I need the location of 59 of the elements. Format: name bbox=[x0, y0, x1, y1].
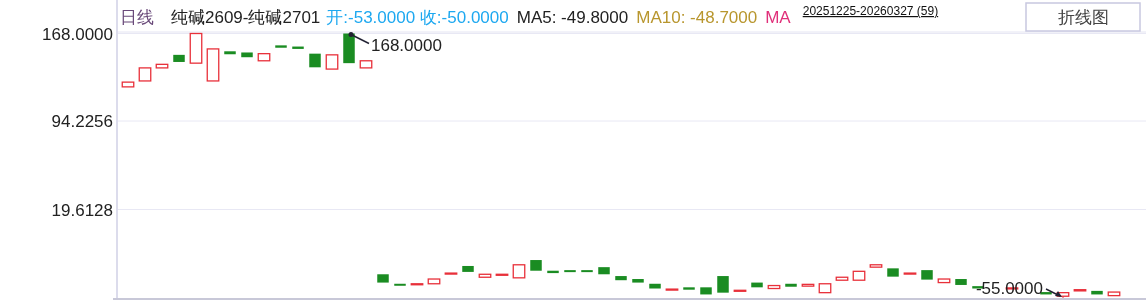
candlestick bbox=[869, 264, 883, 268]
text: 20251225-20260327 (59) bbox=[802, 4, 939, 18]
candlestick bbox=[581, 270, 593, 273]
y-tick-label: 168.0000 bbox=[42, 24, 113, 44]
candlestick bbox=[921, 270, 933, 280]
candlestick bbox=[683, 287, 695, 290]
text: MA10: -48.7000 bbox=[636, 8, 758, 27]
candlestick bbox=[530, 260, 542, 271]
chart-title: 日线 bbox=[120, 8, 154, 27]
candlestick bbox=[359, 60, 373, 69]
y-tick-label: 94.2256 bbox=[51, 112, 113, 131]
candlestick bbox=[241, 52, 253, 58]
candlestick bbox=[257, 53, 271, 62]
candlestick bbox=[512, 264, 526, 279]
candlestick bbox=[785, 283, 797, 287]
candlestick bbox=[427, 278, 441, 285]
candlestick bbox=[818, 283, 832, 294]
candlestick bbox=[155, 63, 169, 69]
candlestick bbox=[173, 54, 185, 62]
text: MA5: -49.8000 bbox=[516, 8, 629, 27]
candlestick bbox=[632, 279, 644, 283]
candlestick bbox=[615, 276, 627, 281]
candlestick bbox=[598, 267, 610, 275]
candlestick bbox=[767, 284, 781, 290]
annotation: -55.0000 bbox=[975, 279, 1043, 298]
candlestick bbox=[343, 33, 355, 64]
candlestick bbox=[206, 48, 220, 82]
candlestick bbox=[852, 270, 866, 281]
candlestick bbox=[700, 287, 712, 295]
candlestick bbox=[189, 32, 203, 64]
candlestick bbox=[665, 288, 679, 291]
candlestick bbox=[1073, 289, 1087, 292]
candlestick bbox=[275, 45, 287, 48]
text: 开:-53.0000 收:-50.0000 bbox=[326, 8, 509, 27]
candlestick bbox=[309, 53, 321, 68]
candlestick bbox=[717, 276, 729, 293]
y-tick-label: 19.6128 bbox=[51, 200, 113, 220]
candlestick bbox=[955, 279, 967, 285]
candlestick bbox=[1107, 291, 1121, 297]
candlestick bbox=[325, 54, 339, 70]
candlestick bbox=[937, 278, 951, 284]
candlestick bbox=[887, 268, 899, 277]
candlestick bbox=[903, 272, 917, 275]
candlestick bbox=[462, 265, 474, 272]
candlestick bbox=[649, 283, 661, 289]
candlestick bbox=[394, 283, 406, 286]
annotation: 168.0000 bbox=[371, 35, 442, 55]
candlestick bbox=[835, 276, 849, 281]
candlestick bbox=[377, 274, 389, 283]
text: MA bbox=[765, 8, 792, 27]
candlestick bbox=[138, 67, 152, 82]
candlestick bbox=[801, 283, 815, 287]
candlestick bbox=[478, 273, 492, 278]
candlestick bbox=[121, 81, 135, 88]
text: 折线图 bbox=[1057, 8, 1109, 27]
candlestick bbox=[224, 51, 236, 55]
candlestick bbox=[564, 270, 576, 273]
chart-subtitle: 纯碱2609-纯碱2701 bbox=[171, 8, 321, 27]
candlestick bbox=[444, 272, 458, 275]
